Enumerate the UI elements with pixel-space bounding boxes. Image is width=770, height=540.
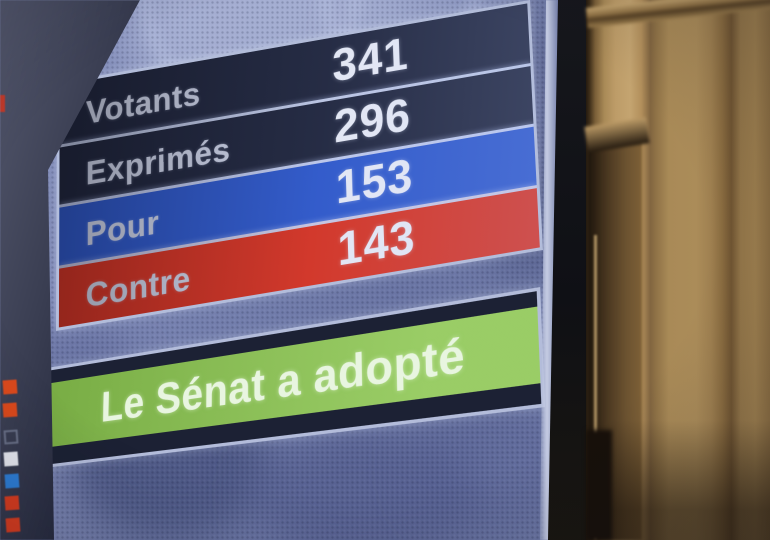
row-contre-label: Contre — [85, 258, 191, 315]
row-votants-value: 341 — [331, 26, 410, 91]
row-pour-value: 153 — [335, 148, 415, 214]
row-contre-value: 143 — [336, 209, 417, 276]
indicator-square-orange — [2, 379, 18, 395]
left-edge-red-fragment — [0, 95, 5, 112]
row-exprimes-value: 296 — [333, 87, 412, 153]
wooden-door-frame — [584, 0, 770, 540]
indicator-square-orange — [2, 402, 18, 418]
row-pour-label: Pour — [85, 202, 160, 253]
wood-molding — [586, 0, 770, 28]
indicator-square-blue — [4, 473, 20, 489]
indicator-square-white — [3, 451, 19, 467]
wood-dark-corner — [586, 430, 612, 540]
indicator-square-red — [5, 517, 21, 533]
indicator-square-outline — [3, 429, 19, 445]
wood-highlight-line — [594, 235, 597, 540]
indicator-square-red — [4, 495, 20, 511]
wood-bottom-shadow — [586, 420, 770, 540]
